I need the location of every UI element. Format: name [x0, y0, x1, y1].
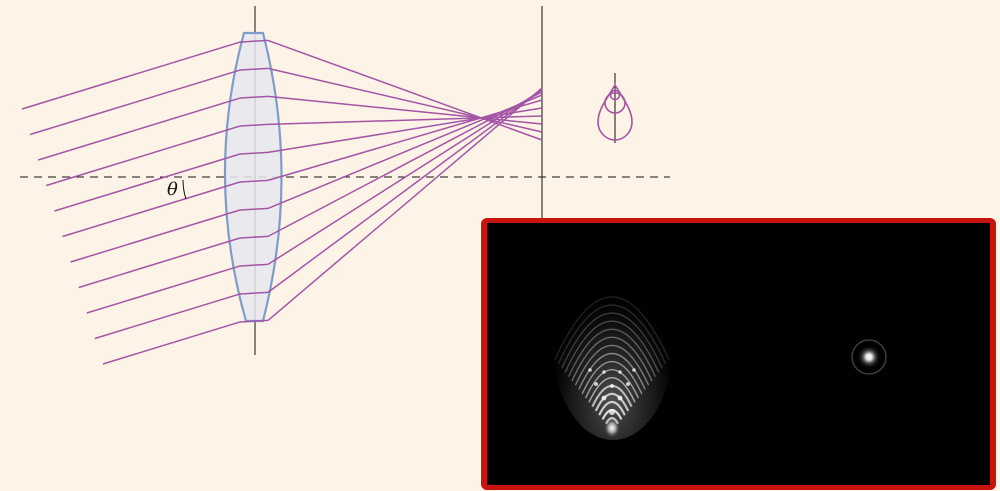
incident-ray: [78, 237, 241, 289]
coma-fringe-arc: [567, 328, 657, 377]
coma-speckle: [632, 368, 636, 372]
coma-fringe-arc: [581, 361, 643, 395]
coma-speckle: [626, 382, 630, 386]
coma-fringe-arc: [564, 320, 660, 373]
coma-fringe-arc: [554, 296, 670, 360]
incident-ray: [54, 153, 241, 212]
refracted-ray-in-lens: [239, 179, 269, 183]
coma-speckle: [609, 409, 615, 415]
incident-ray: [94, 293, 241, 340]
incident-ray: [102, 321, 241, 365]
transmitted-ray: [267, 87, 543, 321]
incident-ray: [21, 41, 241, 110]
refracted-ray-in-lens: [239, 151, 269, 155]
coma-fringe-arc: [598, 400, 626, 416]
coma-fringe-arc: [557, 304, 667, 365]
coma-speckle: [588, 368, 592, 372]
transmitted-ray: [267, 89, 543, 266]
refracted-ray-in-lens: [239, 95, 269, 99]
coma-flare-head: [603, 417, 621, 439]
coma-flare-fringes: [554, 296, 670, 425]
refracted-ray-in-lens: [239, 263, 269, 267]
transmitted-ray: [267, 88, 543, 293]
refracted-ray-in-lens: [239, 67, 269, 71]
coma-fringe-arc: [584, 369, 640, 399]
refracted-ray-in-lens: [239, 123, 269, 127]
airy-spot-ring: [851, 339, 887, 375]
coma-speckle: [618, 370, 622, 374]
incident-ray: [62, 181, 241, 238]
transmitted-ray: [267, 67, 543, 133]
refracted-ray-in-lens: [239, 235, 269, 239]
coma-speckle: [610, 384, 614, 388]
coma-schematic: [597, 73, 633, 143]
coma-fringe-arc: [588, 377, 636, 403]
transmitted-ray: [267, 39, 543, 141]
psf-inset: [481, 218, 996, 490]
refracted-ray-in-lens: [239, 291, 269, 295]
coma-speckle: [617, 395, 623, 401]
coma-fringe-arc: [561, 312, 663, 369]
refracted-ray-in-lens: [239, 39, 269, 43]
lens: [223, 31, 283, 323]
refracted-ray-in-lens: [239, 319, 269, 323]
theta-angle-arc: [182, 179, 187, 200]
coma-fringe-arc: [594, 392, 630, 412]
coma-speckle: [594, 382, 598, 386]
coma-fringe-arc: [578, 352, 646, 390]
transmitted-ray: [267, 94, 543, 210]
incident-ray: [46, 125, 241, 187]
incident-ray: [29, 69, 241, 136]
incident-ray: [37, 97, 241, 161]
transmitted-ray: [267, 115, 543, 126]
airy-spot: [857, 345, 881, 369]
coma-speckle: [602, 370, 606, 374]
incident-ray: [70, 209, 241, 263]
theta-label: θ: [167, 179, 178, 200]
coma-fringe-arc: [574, 344, 650, 386]
coma-speckle: [601, 395, 607, 401]
incident-ray: [86, 265, 241, 314]
transmitted-ray: [267, 91, 543, 238]
coma-fringe-arc: [571, 336, 653, 382]
ray-bundle: [21, 39, 543, 365]
refracted-ray-in-lens: [239, 207, 269, 211]
transmitted-ray: [267, 107, 543, 154]
